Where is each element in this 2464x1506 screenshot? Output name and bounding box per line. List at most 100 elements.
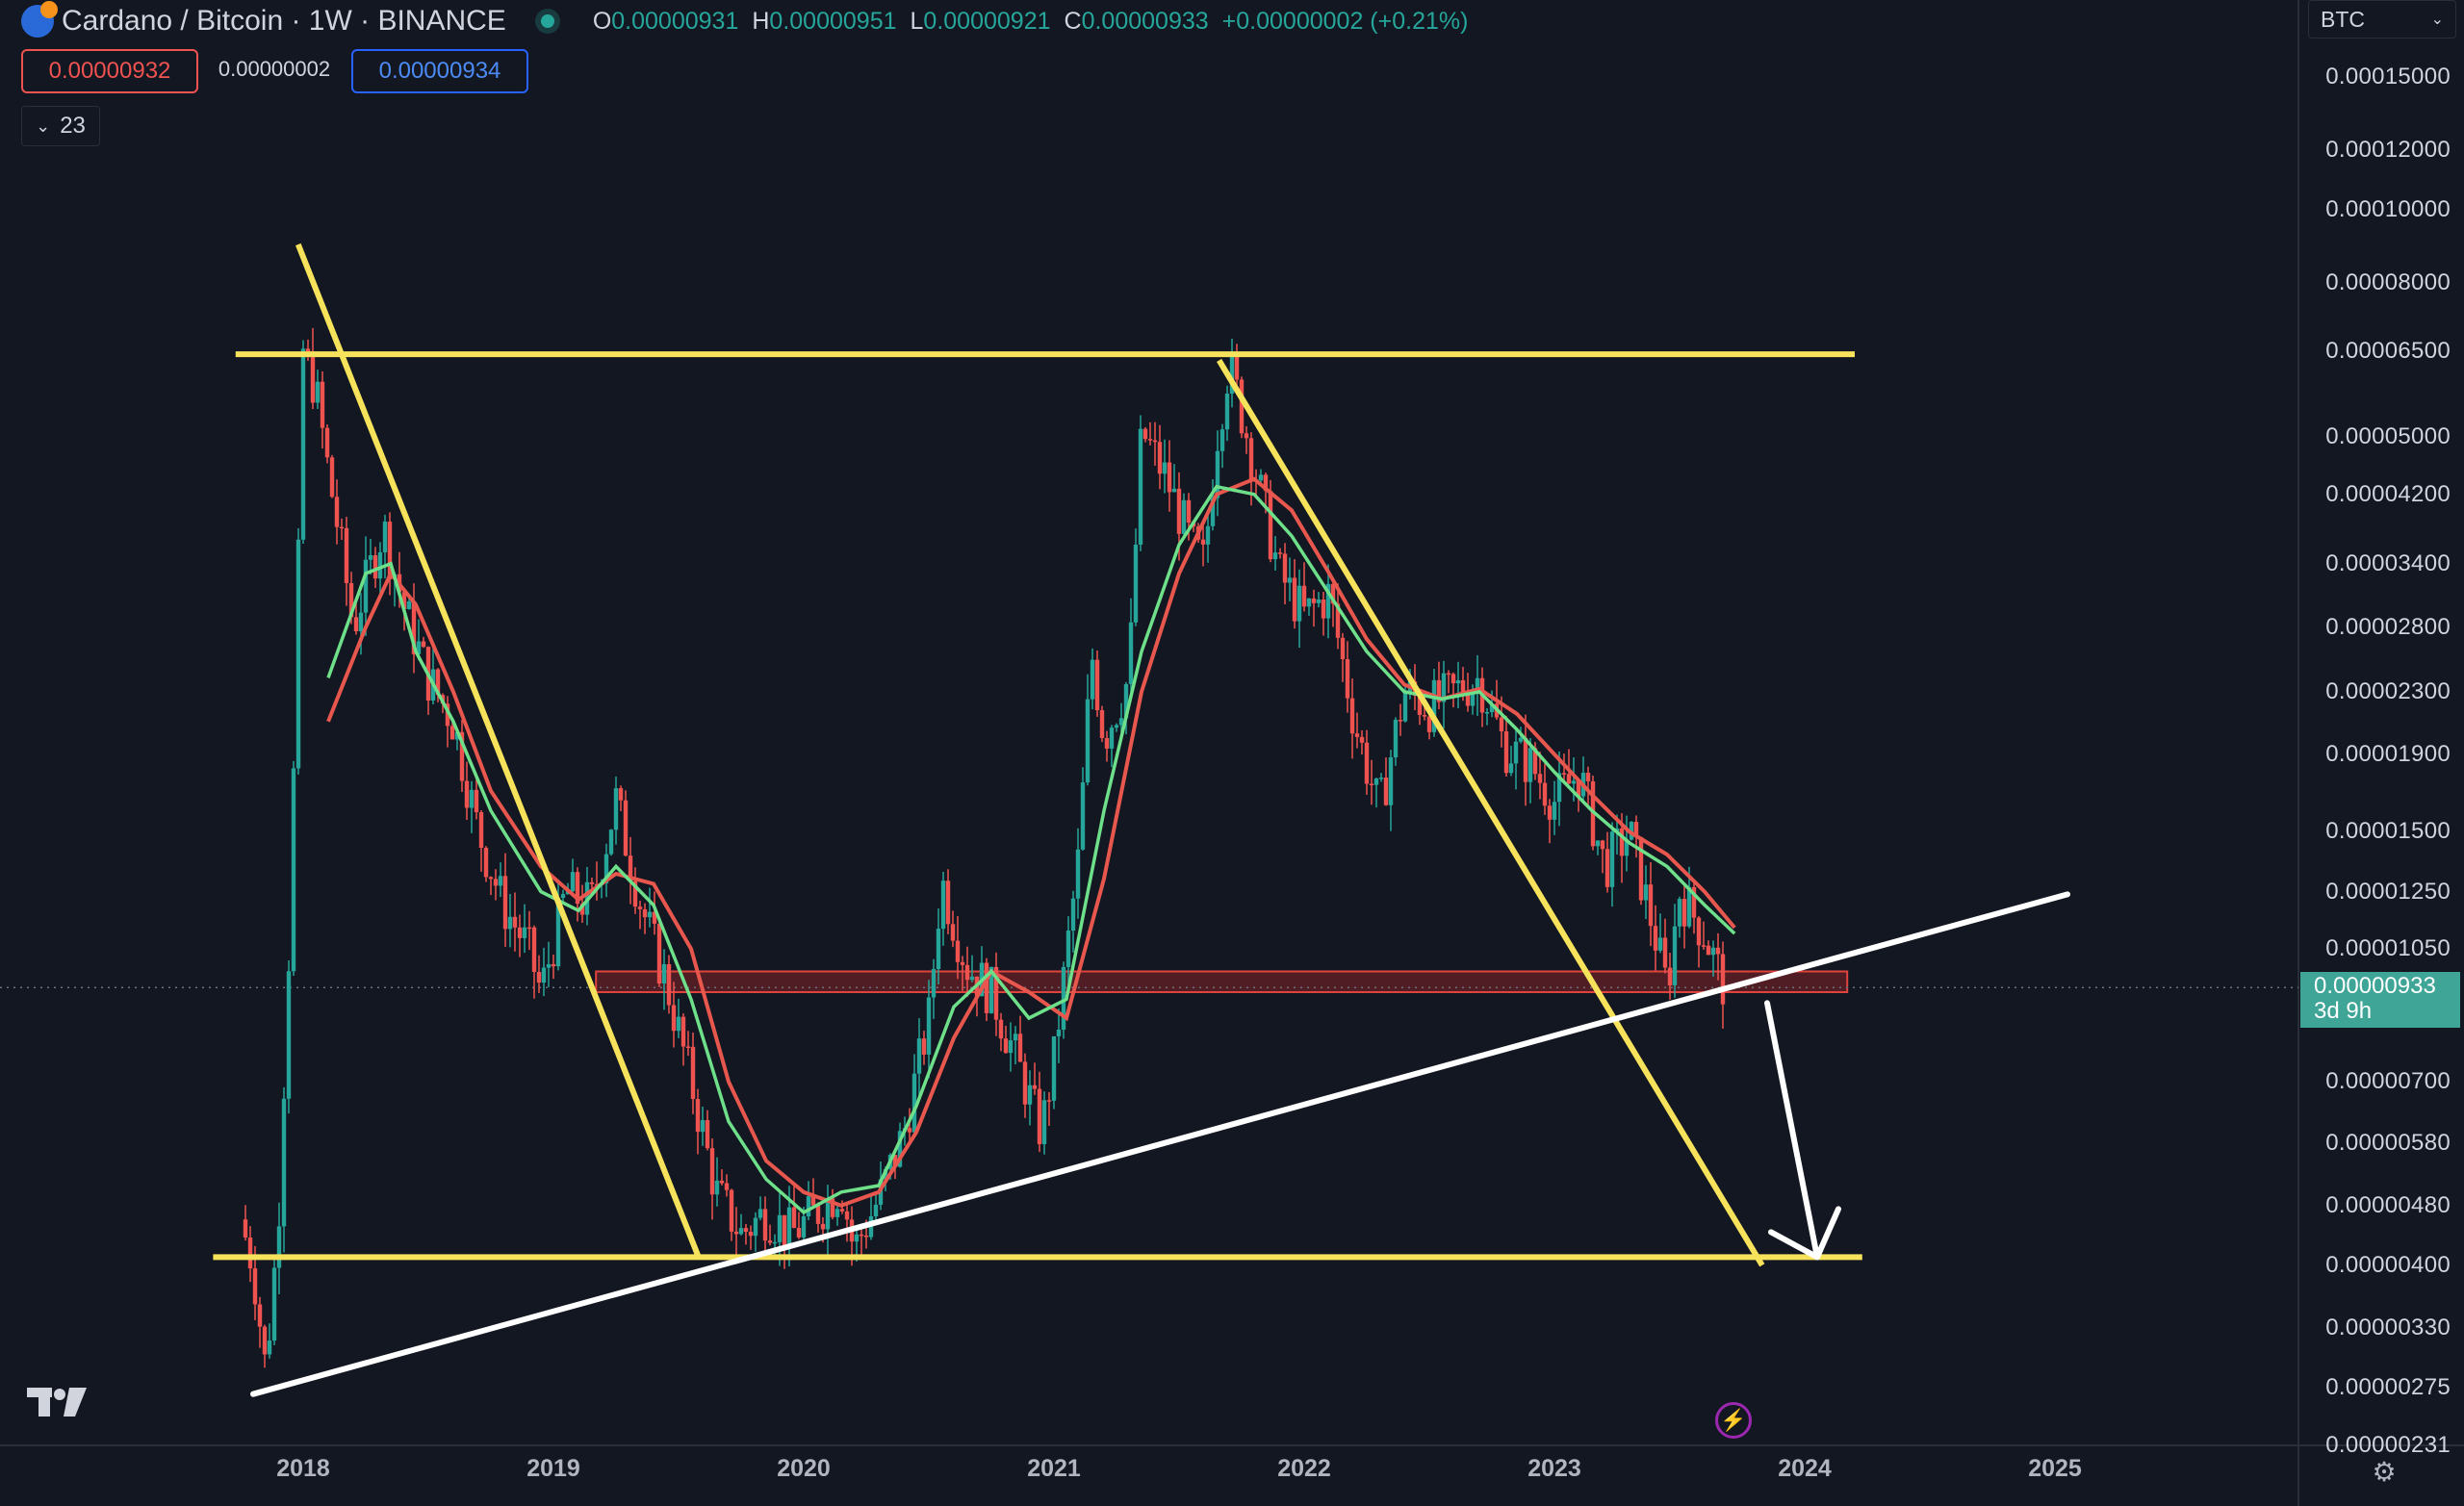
candle-body [1566, 774, 1572, 784]
indicators-toggle[interactable]: ⌄ 23 [21, 106, 100, 146]
candle-body [671, 1005, 677, 1032]
candle-body [1422, 714, 1427, 717]
candle-body [719, 1180, 725, 1184]
candle-body [449, 726, 455, 740]
bar-countdown: 3d 9h [2314, 998, 2373, 1024]
candle-body [1691, 886, 1697, 918]
candle-body [555, 897, 561, 967]
candle-body [526, 927, 532, 930]
candle-body [1065, 931, 1071, 967]
candle-body [320, 381, 325, 428]
candle-body [1094, 659, 1100, 711]
candle-body [1330, 583, 1336, 604]
currency-value: BTC [2321, 6, 2365, 32]
candle-body [1537, 774, 1543, 783]
candle-body [1542, 782, 1548, 806]
candle-body [1017, 1034, 1023, 1062]
symbol-title[interactable]: Cardano / Bitcoin · 1W · BINANCE [62, 5, 506, 37]
price-tick-label: 0.00008000 [2325, 269, 2451, 296]
candle-body [1061, 966, 1066, 1030]
candle-body [1614, 828, 1620, 832]
candle-body [825, 1198, 831, 1230]
candle-body [1118, 718, 1124, 726]
symbol-legend: Cardano / Bitcoin · 1W · BINANCE O0.0000… [0, 1, 1469, 40]
time-tick-label: 2023 [1527, 1455, 1581, 1482]
candle-body [1657, 937, 1663, 951]
candle-body [344, 527, 349, 583]
candle-body [964, 964, 970, 981]
candle-body [1667, 967, 1673, 985]
ma-slow-line [326, 476, 1736, 1208]
candle-body [1470, 689, 1476, 706]
lightning-icon[interactable]: ⚡ [1715, 1402, 1752, 1439]
candle-body [1653, 926, 1658, 951]
candle-body [243, 1219, 248, 1238]
candle-body [815, 1205, 821, 1224]
candle-body [305, 348, 311, 352]
candle-body [960, 961, 965, 965]
candle-body [575, 872, 580, 905]
candle-body [517, 927, 523, 938]
sell-button[interactable]: 0.00000932 [21, 49, 198, 93]
candle-body [854, 1234, 860, 1242]
tradingview-logo[interactable] [27, 1386, 87, 1423]
time-tick-label: 2024 [1778, 1455, 1832, 1482]
candle-body [1287, 577, 1293, 583]
candle-body [1369, 783, 1374, 786]
candle-body [1523, 737, 1528, 782]
cardano-icon [21, 1, 58, 38]
candle-body [334, 497, 340, 527]
candle-body [1604, 849, 1610, 887]
candle-body [368, 555, 373, 560]
candle-body [1292, 577, 1297, 622]
candle-body [1171, 488, 1177, 493]
candle-body [945, 881, 951, 925]
candle-body [1503, 730, 1509, 774]
candle-body [772, 1241, 778, 1244]
candle-body [1513, 741, 1519, 764]
candle-body [522, 927, 527, 938]
candle-body [637, 906, 643, 909]
buy-button[interactable]: 0.00000934 [351, 49, 528, 93]
candle-body [1258, 474, 1264, 481]
candle-body [921, 1038, 927, 1055]
candle-body [1311, 598, 1317, 603]
candle-body [252, 1268, 258, 1305]
candle-body [1239, 379, 1245, 434]
price-tick-label: 0.00006500 [2325, 337, 2451, 364]
change-value: +0.00000002 (+0.21%) [1221, 7, 1469, 35]
currency-select[interactable]: BTC ⌄ [2308, 0, 2456, 38]
candle-body [863, 1235, 869, 1238]
candle-body [353, 617, 359, 631]
price-tick-label: 0.00000330 [2325, 1315, 2451, 1341]
price-tick-label: 0.00015000 [2325, 64, 2451, 89]
candle-body [1609, 831, 1615, 887]
last-price-label: 0.00000933 3d 9h [2300, 972, 2460, 1028]
candle-body [1547, 805, 1553, 820]
candle-body [656, 923, 662, 984]
candle-body [1619, 828, 1625, 856]
price-tick-label: 0.00000400 [2325, 1251, 2451, 1278]
candle-body [1022, 1061, 1028, 1105]
candle-body [1321, 600, 1326, 619]
candle-body [1205, 525, 1211, 545]
candle-body [310, 351, 316, 403]
candle-body [295, 539, 301, 769]
candle-body [1272, 552, 1278, 560]
candle-body [445, 703, 450, 727]
candle-body [1600, 840, 1605, 850]
candle-body [551, 963, 556, 967]
candle-body [695, 1099, 701, 1133]
price-tick-label: 0.00000480 [2325, 1191, 2451, 1218]
candle-body [247, 1238, 253, 1269]
candle-body [685, 1046, 691, 1049]
candle-body [1003, 1038, 1009, 1054]
gear-icon[interactable]: ⚙ [2372, 1457, 2397, 1487]
candle-body [560, 894, 566, 898]
price-tick-label: 0.00000275 [2325, 1374, 2451, 1401]
candle-body [786, 1207, 792, 1246]
indicators-count: 23 [60, 113, 86, 139]
tradingview-logo-icon [27, 1388, 87, 1417]
candle-body [421, 641, 426, 648]
